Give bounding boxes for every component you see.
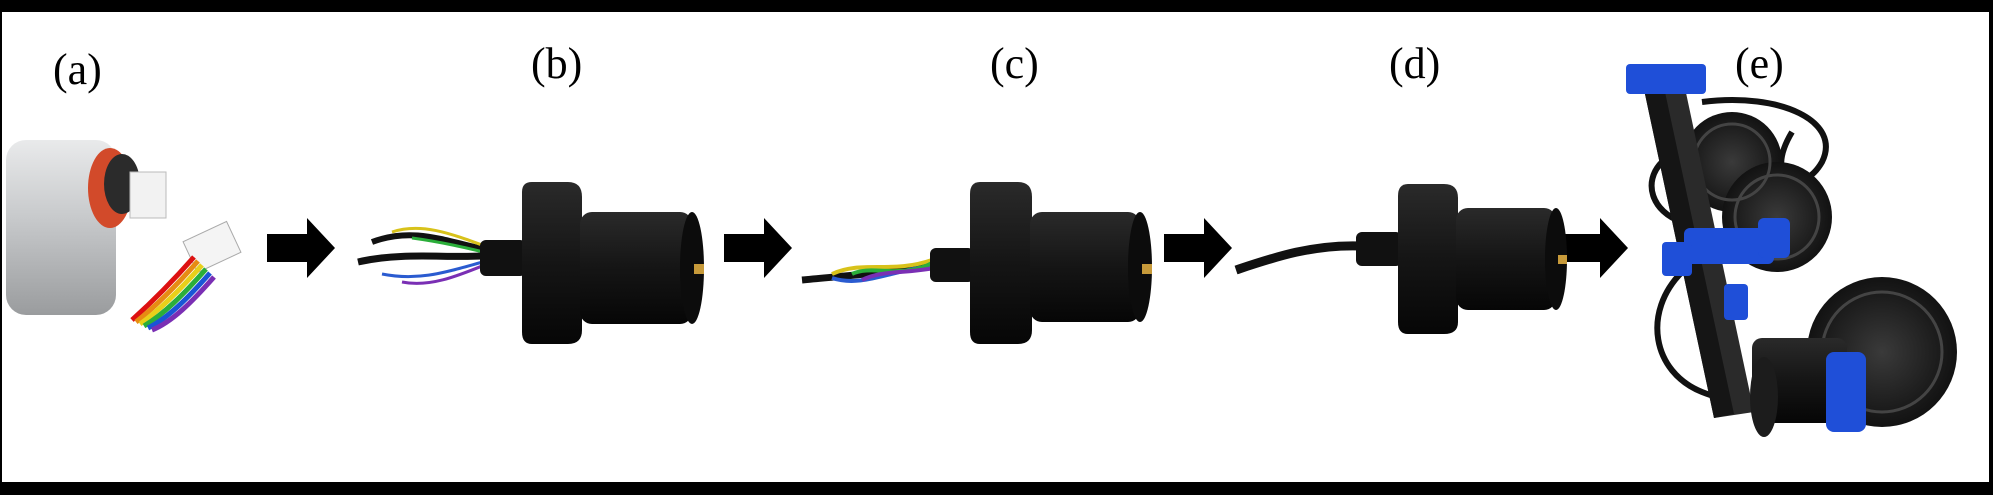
arrow-right-icon <box>724 218 792 278</box>
panel-b-motor-housing-image <box>357 182 704 344</box>
panel-label-a: (a) <box>53 45 102 94</box>
panel-label-b: (b) <box>531 39 583 88</box>
arrow-right-icons <box>267 218 1628 278</box>
panel-label-e: (e) <box>1735 39 1784 88</box>
figure-canvas: (a) (b) (c) (d) (e) <box>2 12 1989 482</box>
panel-d-motor-housing-image <box>1234 184 1567 334</box>
panel-a-wire-bundle <box>130 255 216 333</box>
panel-a-motor-image <box>6 140 242 333</box>
arrow-right-icon <box>1560 218 1628 278</box>
panel-e-wheel-assembly-image <box>1626 64 1957 437</box>
panel-label-c: (c) <box>990 39 1039 88</box>
figure-artwork <box>6 64 1957 437</box>
arrow-right-icon <box>267 218 335 278</box>
arrow-right-icon <box>1164 218 1232 278</box>
panel-c-motor-housing-image <box>801 182 1152 344</box>
panel-label-d: (d) <box>1389 39 1441 88</box>
